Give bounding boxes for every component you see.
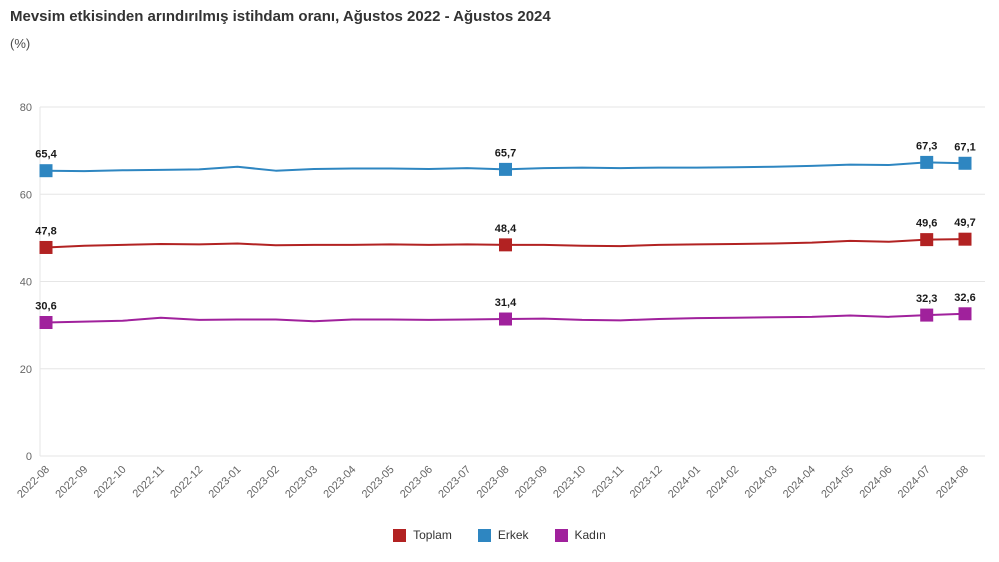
data-label: 65,4 — [35, 149, 57, 161]
data-label: 32,6 — [954, 292, 975, 304]
x-axis-tick-label: 2022-10 — [92, 464, 129, 501]
data-label: 65,7 — [495, 147, 516, 159]
x-axis-tick-label: 2023-06 — [398, 464, 435, 501]
data-label: 67,1 — [954, 141, 975, 153]
series-marker-toplam[interactable] — [958, 232, 972, 246]
x-axis-tick-label: 2023-07 — [436, 464, 473, 501]
legend-item-kadin[interactable]: Kadın — [554, 528, 606, 542]
x-axis-tick-label: 2024-05 — [819, 464, 856, 501]
data-label: 47,8 — [35, 225, 56, 237]
series-marker-erkek[interactable] — [920, 155, 934, 169]
y-axis-tick-label: 20 — [20, 364, 32, 376]
legend-swatch-toplam — [393, 528, 407, 542]
x-axis-tick-label: 2023-03 — [283, 464, 320, 501]
chart-title: Mevsim etkisinden arındırılmış istihdam … — [10, 8, 551, 25]
data-label: 49,6 — [916, 218, 937, 230]
series-marker-erkek[interactable] — [958, 156, 972, 170]
x-axis-tick-label: 2024-04 — [781, 464, 818, 501]
data-label: 48,4 — [495, 223, 517, 235]
series-marker-erkek[interactable] — [39, 164, 53, 178]
x-axis-tick-label: 2024-06 — [858, 464, 895, 501]
x-axis-tick-label: 2023-02 — [245, 464, 282, 501]
data-label: 32,3 — [916, 293, 937, 305]
y-axis-tick-label: 80 — [20, 102, 32, 114]
x-axis-tick-label: 2023-10 — [551, 464, 588, 501]
legend-label-kadin: Kadın — [574, 528, 606, 542]
x-axis-tick-label: 2023-08 — [475, 464, 512, 501]
x-axis-tick-label: 2024-07 — [896, 464, 933, 501]
y-axis-tick-label: 0 — [26, 451, 32, 463]
legend-swatch-erkek — [477, 528, 491, 542]
x-axis-tick-label: 2022-11 — [131, 464, 167, 500]
data-label: 31,4 — [495, 297, 517, 309]
legend-item-erkek[interactable]: Erkek — [477, 528, 529, 542]
y-axis-tick-label: 60 — [20, 189, 32, 201]
legend-item-toplam[interactable]: Toplam — [393, 528, 452, 542]
x-axis-tick-label: 2022-08 — [15, 464, 52, 501]
x-axis-tick-label: 2023-04 — [321, 464, 358, 501]
series-marker-erkek[interactable] — [499, 162, 512, 176]
x-axis-tick-label: 2022-09 — [53, 464, 90, 501]
x-axis-tick-label: 2024-08 — [934, 464, 971, 501]
legend-label-erkek: Erkek — [497, 528, 529, 542]
series-marker-toplam[interactable] — [499, 238, 512, 252]
series-marker-toplam[interactable] — [39, 240, 53, 254]
x-axis-tick-label: 2023-01 — [207, 464, 244, 501]
chart-subtitle: (%) — [10, 36, 31, 51]
legend-label-toplam: Toplam — [413, 528, 452, 542]
series-marker-kadın[interactable] — [39, 316, 53, 330]
series-marker-kadın[interactable] — [920, 308, 934, 322]
series-marker-kadın[interactable] — [499, 312, 512, 326]
x-axis-tick-label: 2024-01 — [666, 464, 703, 501]
x-axis-tick-label: 2024-02 — [704, 464, 741, 501]
data-label: 67,3 — [916, 140, 937, 152]
x-axis-tick-label: 2023-05 — [360, 464, 397, 501]
data-label: 49,7 — [954, 217, 975, 229]
series-marker-toplam[interactable] — [920, 233, 934, 247]
x-axis-tick-label: 2023-11 — [590, 464, 626, 500]
x-axis-tick-label: 2023-09 — [513, 464, 550, 501]
x-axis-tick-label: 2024-03 — [743, 464, 780, 501]
y-axis-tick-label: 40 — [20, 277, 32, 289]
x-axis-tick-label: 2022-12 — [168, 464, 205, 501]
series-marker-kadın[interactable] — [958, 307, 972, 321]
x-axis-tick-label: 2023-12 — [628, 464, 665, 501]
data-label: 30,6 — [35, 301, 56, 313]
legend-swatch-kadin — [554, 528, 568, 542]
legend: Toplam Erkek Kadın — [0, 528, 999, 542]
